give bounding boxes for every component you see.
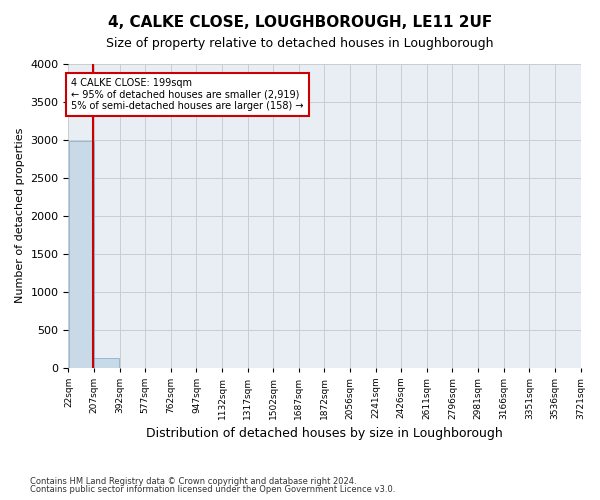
Text: Contains public sector information licensed under the Open Government Licence v3: Contains public sector information licen…: [30, 485, 395, 494]
X-axis label: Distribution of detached houses by size in Loughborough: Distribution of detached houses by size …: [146, 427, 503, 440]
Y-axis label: Number of detached properties: Number of detached properties: [15, 128, 25, 304]
Bar: [94, 358, 119, 368]
Text: 4, CALKE CLOSE, LOUGHBOROUGH, LE11 2UF: 4, CALKE CLOSE, LOUGHBOROUGH, LE11 2UF: [108, 15, 492, 30]
Text: Contains HM Land Registry data © Crown copyright and database right 2024.: Contains HM Land Registry data © Crown c…: [30, 477, 356, 486]
Text: 4 CALKE CLOSE: 199sqm
← 95% of detached houses are smaller (2,919)
5% of semi-de: 4 CALKE CLOSE: 199sqm ← 95% of detached …: [71, 78, 304, 111]
Text: Size of property relative to detached houses in Loughborough: Size of property relative to detached ho…: [106, 38, 494, 51]
Bar: [68, 140, 94, 368]
